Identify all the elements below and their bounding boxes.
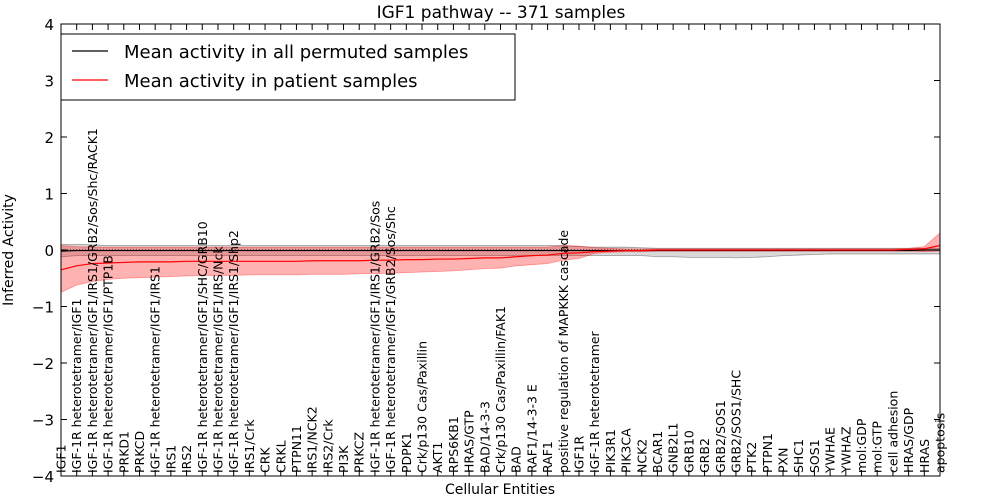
- x-tick-label: YWHAZ: [838, 426, 853, 474]
- x-tick-label: HRAS/GTP: [462, 410, 477, 473]
- y-tick-label: −1: [32, 299, 54, 317]
- x-tick-label: PIK3R1: [603, 429, 618, 473]
- x-tick-label: IRS2: [179, 445, 194, 473]
- x-tick-label: IGF1R: [571, 435, 586, 473]
- x-tick-label: BCAR1: [650, 431, 665, 473]
- x-tick-label: SHC1: [791, 439, 806, 473]
- x-tick-label: mol:GTP: [870, 421, 885, 473]
- x-tick-label: CRKL: [273, 440, 288, 473]
- x-tick-label: HRAS/GDP: [901, 407, 916, 473]
- confidence-bands: [61, 233, 940, 292]
- x-tick-label: GRB2/SOS1/SHC: [728, 370, 743, 473]
- x-tick-label: IRS1/NCK2: [305, 406, 320, 473]
- x-tick-label: IRS1/Crk: [242, 419, 257, 473]
- x-tick-label: IGF-1R heterotetramer/IGF1/IRS1/Shp2: [226, 230, 241, 473]
- y-tick-label: 2: [44, 129, 54, 147]
- x-tick-label: PTK2: [744, 442, 759, 473]
- x-tick-label: IRS1: [163, 445, 178, 473]
- y-axis-label: Inferred Activity: [1, 194, 17, 306]
- x-tick-label: PRKD1: [116, 431, 131, 473]
- legend-label-permuted: Mean activity in all permuted samples: [124, 42, 468, 63]
- x-tick-label: PIK3CA: [619, 428, 634, 473]
- y-tick-label: 1: [44, 186, 54, 204]
- y-tick-label: 3: [44, 73, 54, 91]
- legend-label-patient: Mean activity in patient samples: [124, 71, 418, 92]
- y-tick-label: −3: [32, 412, 54, 430]
- x-tick-label: IGF-1R heterotetramer/IGF1/IRS1: [148, 266, 163, 473]
- x-tick-label: SOS1: [807, 439, 822, 473]
- x-tick-label: AKT1: [430, 442, 445, 473]
- x-tick-label: BAD: [509, 446, 524, 473]
- x-tick-label: IGF-1R heterotetramer/IGF1/IRS/Nck: [210, 246, 225, 473]
- x-tick-label: HRAS: [917, 439, 932, 473]
- x-axis-label: Cellular Entities: [445, 482, 555, 498]
- x-tick-label: PRKCZ: [352, 432, 367, 473]
- x-tick-label: BAD/14-3-3: [477, 401, 492, 473]
- x-tick-label: positive regulation of MAPKKK cascade: [556, 230, 571, 473]
- x-tick-label: Crk/p130 Cas/Paxillin/FAK1: [493, 306, 508, 473]
- x-tick-label: IGF-1R heterotetramer/IGF1/IRS1/GRB2/Sos…: [85, 128, 100, 473]
- x-tick-label: Crk/p130 Cas/Paxillin: [415, 341, 430, 473]
- x-tick-label: PI3K: [336, 445, 351, 473]
- x-tick-label: RAF1: [540, 441, 555, 473]
- x-tick-label: cell adhesion: [885, 391, 900, 473]
- y-tick-label: 4: [44, 16, 54, 34]
- x-tick-label: PTPN1: [760, 433, 775, 473]
- chart: IGF1 pathway -- 371 samples −4 −3 −2 −1 0 1 2 3…: [0, 0, 1000, 500]
- legend: Mean activity in all permuted samples Me…: [61, 34, 515, 100]
- x-tick-label: IGF-1R heterotetramer/IGF1/GRB2/Sos/Shc: [383, 206, 398, 473]
- y-tick-label: −4: [32, 468, 54, 486]
- x-tick-label: mol:GDP: [854, 418, 869, 473]
- y-tick-label: 0: [44, 242, 54, 260]
- x-tick-label: GRB2/SOS1: [713, 400, 728, 473]
- x-tick-labels: IGF1 IGF-1R heterotetramer/IGF1 IGF-1R het…: [54, 128, 948, 474]
- x-tick-label: RAF1/14-3-3 E: [524, 384, 539, 473]
- x-tick-label: RPS6KB1: [446, 416, 461, 473]
- x-tick-label: CRK: [258, 447, 273, 473]
- x-tick-label: PRKCD: [132, 431, 147, 473]
- x-tick-label: IGF-1R heterotetramer/IGF1/SHC/GRB10: [195, 221, 210, 473]
- x-tick-label: IGF-1R heterotetramer/IGF1/IRS1/GRB2/Sos: [367, 201, 382, 473]
- x-tick-label: PDPK1: [399, 432, 414, 473]
- x-tick-label: IRS2/Crk: [320, 419, 335, 473]
- x-tick-label: IGF-1R heterotetramer/IGF1: [69, 299, 84, 473]
- band-series-1: [61, 233, 940, 292]
- x-tick-label: YWHAE: [823, 427, 838, 474]
- x-tick-label: PTPN11: [289, 425, 304, 473]
- x-tick-label: GNB2L1: [666, 423, 681, 473]
- x-tick-label: NCK2: [634, 439, 649, 473]
- y-tick-label: −2: [32, 355, 54, 373]
- x-tick-label: GRB10: [681, 430, 696, 473]
- x-tick-label: PXN: [776, 448, 791, 473]
- chart-title: IGF1 pathway -- 371 samples: [377, 3, 626, 23]
- x-tick-label: IGF-1R heterotetramer/IGF1/PTP1B: [101, 255, 116, 473]
- x-tick-label: IGF-1R heterotetramer: [587, 330, 602, 473]
- x-tick-label: GRB2: [697, 438, 712, 473]
